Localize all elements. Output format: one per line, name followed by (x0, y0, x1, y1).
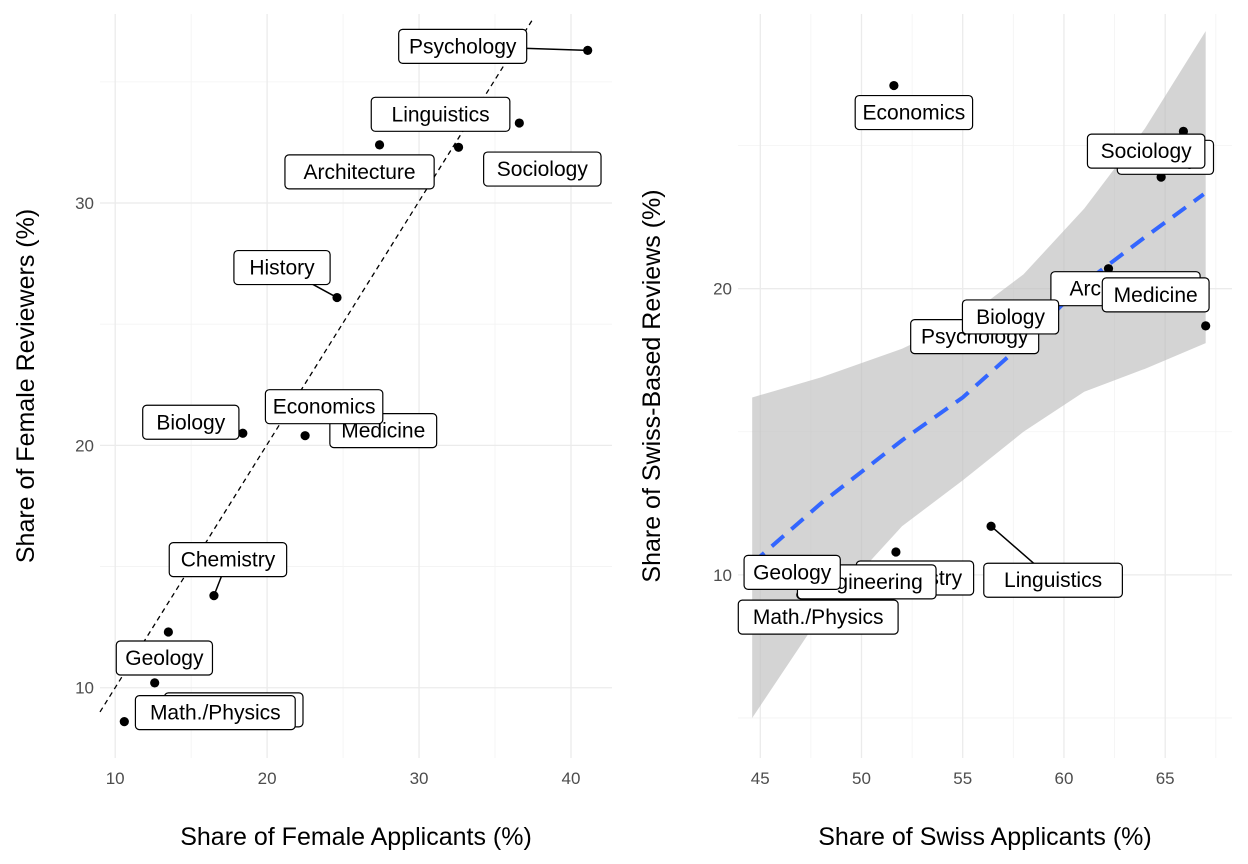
point-label: History (249, 257, 315, 280)
label-box (370, 96, 511, 132)
data-point (889, 80, 899, 91)
point-label: Psychology (409, 35, 517, 58)
label-box (961, 299, 1060, 335)
points (119, 45, 593, 727)
y-axis-title: Share of Swiss-Based Reviews (%) (638, 189, 666, 582)
data-point (150, 678, 160, 688)
point-label: Geology (125, 647, 204, 670)
data-point (163, 627, 173, 637)
female-panel: 10 20 30 40 10 20 30 Share of Female Applicants… (12, 14, 612, 851)
label-box (134, 695, 296, 731)
y-tick-label: 30 (75, 194, 94, 213)
fit-line (750, 192, 1205, 565)
point-label: Sociology (1101, 140, 1193, 163)
x-axis-title: Share of Female Applicants (%) (180, 823, 532, 851)
x-tick-label: 20 (258, 769, 277, 788)
data-point (514, 118, 524, 128)
point-label: Architecture (304, 161, 416, 184)
data-point (119, 717, 129, 727)
data-point (374, 140, 385, 150)
x-tick-label: 60 (1054, 769, 1073, 788)
reference-line (99, 18, 534, 713)
data-point (238, 428, 248, 438)
y-axis-title: Share of Female Reviewers (%) (12, 209, 40, 563)
label-box (743, 554, 841, 590)
y-tick-label: 20 (75, 436, 94, 455)
point-labels: Psychology Sociology Architecture Linguisti… (115, 28, 602, 731)
confidence-ribbon (752, 31, 1206, 718)
x-tick-label: 40 (562, 769, 581, 788)
data-point (300, 431, 310, 441)
label-box (115, 640, 214, 676)
point-label: Economics (863, 102, 966, 125)
x-axis-title: Share of Swiss Applicants (%) (818, 823, 1151, 851)
point-label: Medicine (341, 420, 425, 443)
point-labels: EconomicsHistorySociologyArchitecturePsy… (737, 94, 1215, 635)
x-tick-label: 45 (751, 769, 770, 788)
label-box (142, 404, 240, 440)
label-box (1086, 133, 1206, 169)
y-tick-label: 10 (75, 679, 94, 698)
point-label: Math./Physics (753, 606, 884, 629)
data-point (1201, 321, 1211, 331)
data-point (891, 547, 901, 557)
x-tick-label: 50 (852, 769, 871, 788)
point-label: Sociology (497, 158, 589, 181)
swiss-panel: 45 50 55 60 65 10 20 Share of Swiss Applicants … (638, 14, 1232, 851)
label-box (264, 389, 384, 425)
point-label: Biology (976, 306, 1045, 329)
x-tick-label: 10 (106, 769, 125, 788)
point-label: Geology (753, 561, 832, 584)
y-tick-label: 20 (713, 280, 732, 299)
label-box (233, 249, 331, 286)
point-label: Linguistics (1004, 569, 1102, 592)
point-label: Math./Physics (150, 702, 281, 725)
y-tick-label: 10 (713, 566, 732, 585)
point-label: Economics (273, 396, 376, 419)
label-box (1101, 277, 1210, 313)
label-box (284, 154, 435, 190)
point-label: Chemistry (181, 549, 276, 572)
point-label: Linguistics (392, 103, 490, 126)
label-box (398, 28, 528, 64)
data-point (453, 142, 464, 152)
label-box (983, 562, 1123, 598)
data-point (1103, 264, 1114, 274)
label-box (483, 151, 602, 187)
x-tick-label: 30 (410, 769, 429, 788)
x-tick-label: 55 (953, 769, 972, 788)
label-box (737, 599, 899, 635)
point-label: Medicine (1114, 284, 1198, 307)
label-box (854, 94, 974, 131)
point-label: Biology (156, 411, 225, 434)
label-box (168, 542, 288, 578)
x-tick-label: 65 (1156, 769, 1175, 788)
grid (100, 14, 612, 758)
